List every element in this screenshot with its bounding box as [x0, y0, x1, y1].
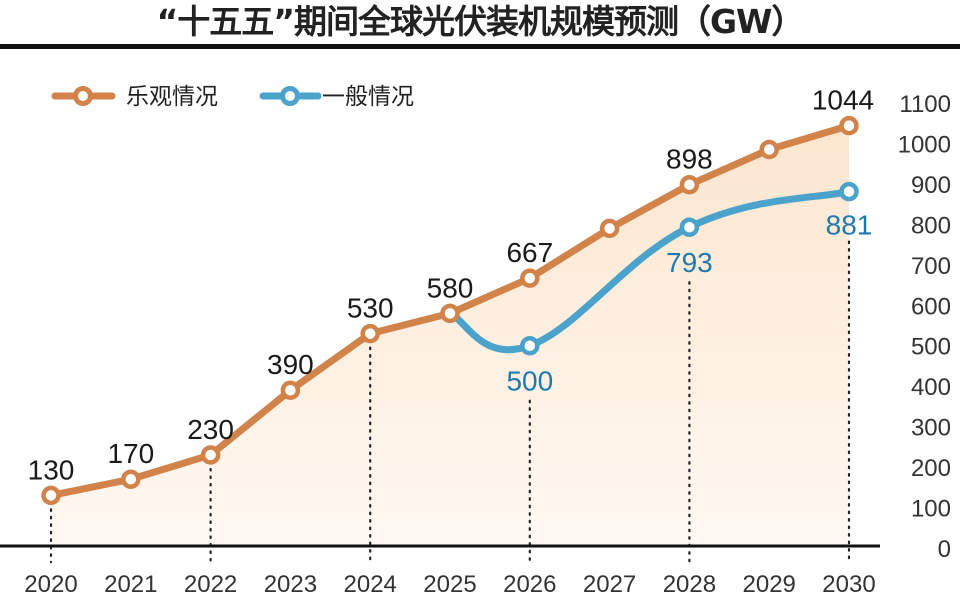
x-tick-label: 2022	[184, 571, 237, 597]
x-tick-label: 2023	[264, 571, 317, 597]
y-tick-label: 400	[911, 374, 951, 401]
legend-label-optimistic: 乐观情况	[126, 84, 218, 110]
point-optimistic-2027	[599, 218, 620, 239]
legend-item-optimistic: 乐观情况	[51, 84, 218, 110]
chart-title: “十五五”期间全球光伏装机规模预测（GW）	[156, 2, 805, 41]
data-label-optimistic-2028: 898	[666, 144, 713, 175]
point-optimistic-2021	[121, 469, 141, 489]
legend-item-general: 一般情况	[259, 84, 414, 110]
y-tick-label: 500	[911, 334, 951, 361]
x-tick-label: 2028	[663, 571, 716, 597]
x-tick-label: 2027	[583, 571, 636, 597]
y-tick-label: 800	[911, 212, 951, 239]
y-tick-label: 1100	[899, 91, 951, 118]
optimistic-area-fill	[51, 125, 849, 549]
data-label-general-2028: 793	[666, 247, 713, 278]
x-tick-label: 2021	[104, 571, 157, 597]
y-tick-label: 0	[938, 536, 951, 563]
y-tick-label: 200	[911, 455, 951, 482]
data-label-optimistic-2030: 1044	[812, 85, 874, 116]
legend-marker-optimistic	[73, 86, 93, 106]
y-tick-label: 1000	[898, 131, 951, 158]
x-tick-label: 2026	[503, 571, 556, 597]
y-axis-ticks: 0 100 200 300 400 500 600 700 800 900 1000 1100	[898, 91, 951, 563]
point-optimistic-2022	[200, 445, 221, 465]
y-tick-label: 600	[911, 293, 951, 320]
data-label-optimistic-2021: 170	[107, 438, 154, 469]
point-optimistic-2023	[280, 380, 301, 400]
point-general-2026	[520, 335, 540, 356]
data-label-general-2030: 881	[826, 210, 873, 241]
data-label-general-2026: 500	[506, 366, 553, 397]
y-tick-label: 100	[911, 496, 951, 523]
legend-label-general: 一般情况	[322, 84, 414, 110]
y-tick-label: 900	[911, 172, 951, 199]
legend-marker-general	[280, 86, 300, 106]
x-tick-label: 2024	[344, 571, 397, 597]
marker-layer	[41, 115, 859, 506]
x-axis-ticks: 2020 2021 2022 2023 2024 2025 2026 2027 2028 2029…	[24, 571, 875, 597]
label-layer: 130 170 230 390 530 580 667 898 1044 500 793 881	[28, 85, 875, 486]
area-layer	[51, 125, 849, 549]
series-line-general	[446, 188, 853, 354]
x-tick-label: 2029	[743, 571, 796, 597]
data-label-optimistic-2020: 130	[28, 454, 75, 485]
x-tick-label: 2020	[24, 571, 77, 597]
data-label-optimistic-2024: 530	[347, 293, 394, 324]
point-optimistic-2030	[839, 115, 859, 136]
point-optimistic-2026	[520, 268, 540, 288]
data-label-optimistic-2025: 580	[427, 272, 474, 303]
point-optimistic-2025	[440, 303, 460, 324]
title-divider	[0, 44, 960, 49]
legend: 乐观情况 一般情况	[51, 84, 414, 110]
point-general-2028	[679, 217, 700, 237]
point-general-2030	[839, 181, 859, 202]
y-tick-label: 300	[911, 415, 951, 442]
data-label-optimistic-2022: 230	[187, 414, 234, 445]
x-tick-label: 2025	[423, 571, 476, 597]
x-tick-label: 2030	[822, 571, 875, 597]
point-optimistic-2028	[679, 174, 700, 195]
point-optimistic-2029	[759, 139, 779, 160]
y-tick-label: 700	[911, 253, 951, 280]
data-label-optimistic-2026: 667	[506, 237, 553, 268]
point-optimistic-2024	[360, 323, 380, 344]
point-optimistic-2020	[41, 485, 61, 506]
data-label-optimistic-2023: 390	[267, 349, 314, 380]
